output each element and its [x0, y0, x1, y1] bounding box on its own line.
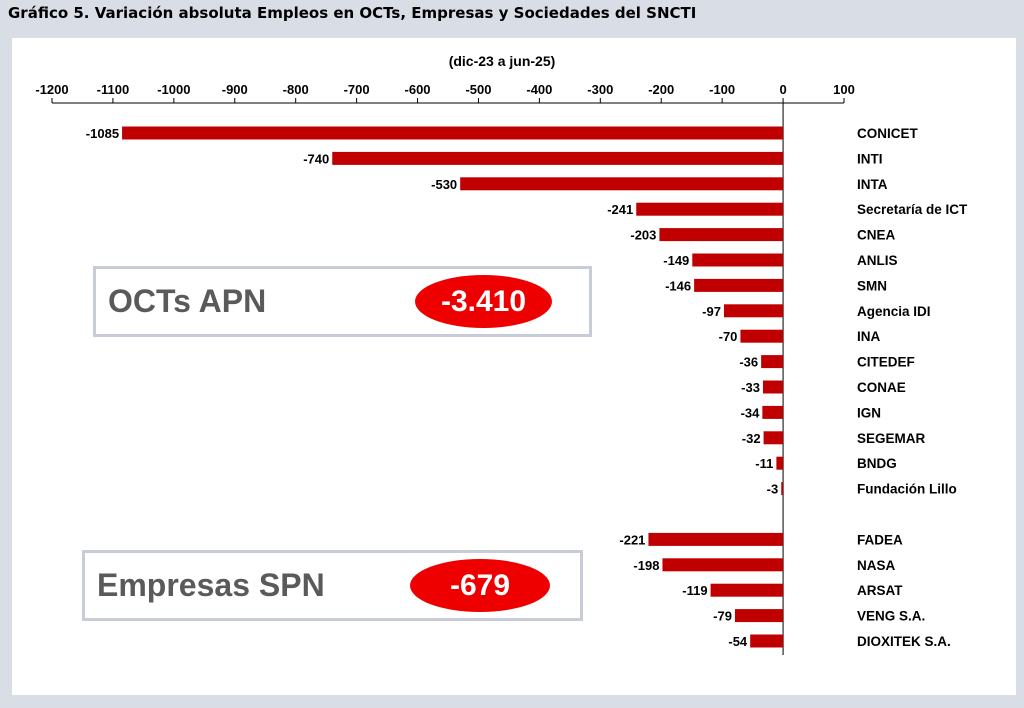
chart-title: Gráfico 5. Variación absoluta Empleos en… — [8, 4, 697, 22]
bar — [723, 304, 784, 318]
x-tick-label: -1200 — [35, 82, 68, 97]
bar — [740, 329, 784, 343]
bar-value-label: -119 — [682, 583, 707, 598]
bar-value-label: -740 — [303, 151, 329, 166]
bar-value-label: -203 — [630, 228, 656, 243]
bar — [710, 583, 784, 597]
x-axis: -1200 -1100 -1000 -900 -800 -700 -600 -500 -400-… — [35, 82, 855, 655]
category-label: CITEDEF — [857, 355, 915, 370]
category-label: ARSAT — [857, 583, 903, 598]
category-label: INTA — [857, 177, 888, 192]
x-tick-label: -300 — [587, 82, 613, 97]
x-tick-label: -900 — [222, 82, 248, 97]
x-tick-label: 100 — [833, 82, 855, 97]
bar — [750, 634, 784, 648]
bar — [694, 278, 784, 292]
x-tick-label: -1100 — [97, 82, 130, 97]
bar — [122, 126, 784, 140]
category-label: CONAE — [857, 380, 906, 395]
category-label: Fundación Lillo — [857, 482, 957, 497]
bar-value-label: -198 — [633, 558, 659, 573]
empresas-summary-label: Empresas SPN — [97, 567, 325, 603]
bar — [692, 253, 784, 267]
x-tick-label: -400 — [526, 82, 552, 97]
chart-panel: (dic-23 a jun-25) -1200 -1100 -1000 -900 -80… — [12, 38, 1016, 695]
category-label: SEGEMAR — [857, 431, 926, 446]
bar — [734, 609, 784, 623]
bar — [781, 482, 784, 496]
category-label: BNDG — [857, 456, 897, 471]
x-tick-label: -100 — [709, 82, 735, 97]
x-tick-label: -500 — [465, 82, 491, 97]
empresas-total-badge: -679 — [410, 559, 550, 612]
bar-value-label: -36 — [739, 355, 758, 370]
empresas-summary-box: Empresas SPN -679 — [82, 550, 583, 621]
bar-value-label: -54 — [728, 634, 748, 649]
bar — [332, 151, 784, 165]
bar-chart: (dic-23 a jun-25) -1200 -1100 -1000 -900 -80… — [35, 53, 968, 655]
octs-summary-label: OCTs APN — [108, 283, 267, 319]
bar-value-label: -149 — [663, 253, 689, 268]
x-tick-label: -800 — [283, 82, 309, 97]
bar-value-label: -11 — [755, 456, 773, 471]
category-label: Agencia IDI — [857, 304, 931, 319]
bar — [460, 177, 784, 191]
category-label: INTI — [857, 151, 883, 166]
category-label: CONICET — [857, 126, 919, 141]
bar — [761, 355, 784, 369]
bar — [662, 558, 784, 572]
bar — [762, 380, 784, 394]
category-label: FADEA — [857, 532, 903, 547]
bar — [763, 431, 784, 445]
bar-value-label: -221 — [619, 532, 645, 547]
bar — [636, 202, 784, 216]
category-label: ANLIS — [857, 253, 898, 268]
category-label: IGN — [857, 405, 881, 420]
x-tick-label: -1000 — [157, 82, 190, 97]
bar-value-label: -70 — [719, 329, 738, 344]
x-tick-label: -600 — [405, 82, 431, 97]
x-tick-label: -700 — [344, 82, 370, 97]
bar-value-label: -33 — [741, 380, 760, 395]
category-label: DIOXITEK S.A. — [857, 634, 951, 649]
bar-value-label: -34 — [741, 405, 761, 420]
bar — [648, 532, 784, 546]
bar-value-label: -79 — [713, 609, 732, 624]
bars: -1085 CONICET -740 INTI -530 INTA -241 Secretar… — [86, 126, 968, 649]
octs-summary-box: OCTs APN -3.410 — [93, 266, 592, 337]
chart-subtitle: (dic-23 a jun-25) — [449, 53, 556, 69]
bar-value-label: -1085 — [86, 126, 119, 141]
bar-value-label: -32 — [742, 431, 761, 446]
bar — [762, 405, 784, 419]
bar — [659, 228, 784, 242]
x-tick-label: 0 — [779, 82, 786, 97]
category-label: VENG S.A. — [857, 609, 925, 624]
category-label: INA — [857, 329, 881, 344]
bar-value-label: -530 — [431, 177, 457, 192]
x-tick-label: -200 — [648, 82, 674, 97]
bar-value-label: -97 — [702, 304, 721, 319]
bar-value-label: -241 — [607, 202, 633, 217]
category-label: SMN — [857, 278, 887, 293]
bar-value-label: -146 — [665, 278, 691, 293]
bar-value-label: -3 — [767, 482, 779, 497]
category-label: Secretaría de ICT — [857, 202, 968, 217]
octs-total-badge: -3.410 — [415, 275, 552, 328]
category-label: CNEA — [857, 228, 896, 243]
category-label: NASA — [857, 558, 896, 573]
bar — [776, 456, 784, 470]
